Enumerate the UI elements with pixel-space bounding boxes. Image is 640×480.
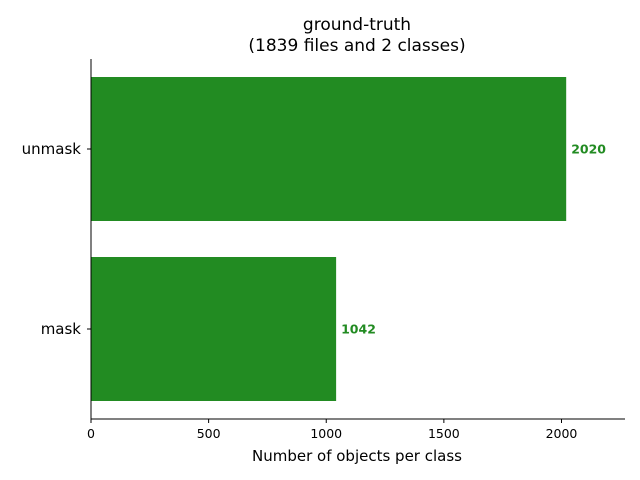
axes-layer: mask unmask 0 500 1000 1500 2000	[22, 59, 625, 441]
x-tick-label-500: 500	[197, 426, 221, 441]
value-label-unmask: 2020	[571, 142, 606, 157]
x-tick-label-2000: 2000	[546, 426, 578, 441]
bar-mask	[91, 257, 337, 401]
value-label-mask: 1042	[341, 322, 376, 337]
chart-title-line2: (1839 files and 2 classes)	[248, 36, 465, 56]
bar-unmask	[91, 77, 567, 221]
x-tick-label-1500: 1500	[428, 426, 460, 441]
y-tick-label-mask: mask	[41, 320, 82, 338]
x-tick-label-1000: 1000	[310, 426, 342, 441]
chart-title-line1: ground-truth	[303, 15, 411, 35]
x-axis-label: Number of objects per class	[252, 447, 462, 465]
x-tick-label-0: 0	[87, 426, 95, 441]
y-tick-label-unmask: unmask	[22, 140, 82, 158]
bars-layer: 1042 2020	[91, 77, 606, 401]
